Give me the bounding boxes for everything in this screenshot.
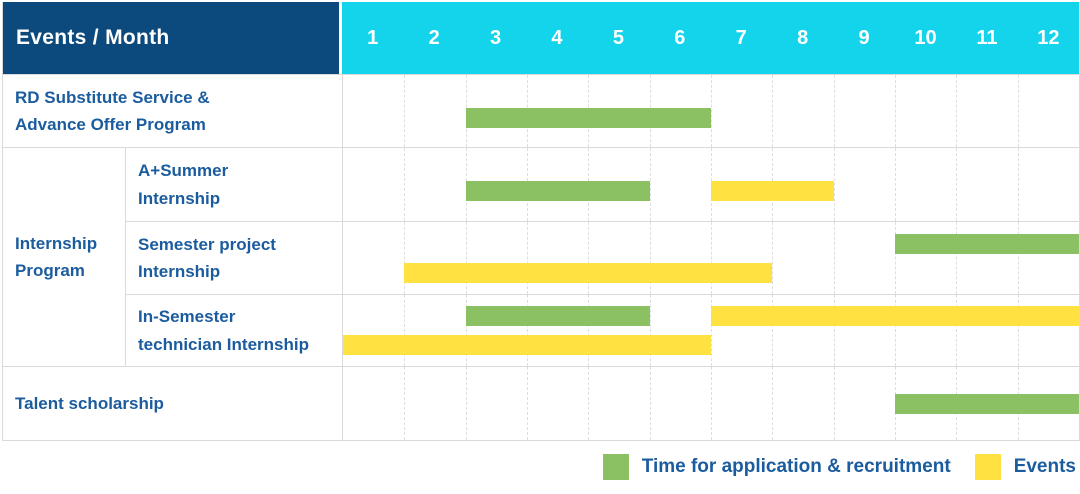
month-gridline (465, 222, 467, 294)
month-gridline (649, 148, 651, 221)
month-gridline (649, 367, 651, 440)
month-gridline (895, 75, 896, 147)
month-gridline (895, 148, 896, 221)
month-gridline (895, 295, 896, 366)
month-gridline (1017, 75, 1019, 147)
row-label-talent-scholarship: Talent scholarship (3, 366, 342, 440)
group-label-internship-program: Internship Program (3, 147, 125, 366)
month-gridline (772, 75, 774, 147)
month-gridline (711, 222, 712, 294)
month-gridline (404, 367, 406, 440)
month-gridline (465, 295, 467, 366)
row-label-semester-project: Semester project Internship (125, 221, 342, 294)
month-gridline (711, 295, 712, 366)
month-gridline (649, 222, 651, 294)
month-gridline (527, 367, 528, 440)
chart-row-talent-scholarship (342, 366, 1079, 440)
chart-row-a-summer (342, 147, 1079, 221)
month-gridline (956, 295, 958, 366)
month-gridline (527, 295, 528, 366)
legend-item-events: Events (974, 454, 1076, 480)
month-gridline (1017, 295, 1019, 366)
month-gridline (956, 222, 958, 294)
application-bar (465, 107, 711, 128)
month-label: 6 (674, 26, 686, 49)
month-gridline (895, 222, 896, 294)
events-month-header: Events / Month (3, 2, 342, 74)
month-label: 1 (367, 26, 379, 49)
month-label: 10 (914, 26, 937, 49)
month-gridline (833, 367, 835, 440)
month-gridline (588, 367, 590, 440)
event-bar (711, 306, 1079, 326)
month-gridline (833, 148, 835, 221)
application-bar (895, 393, 1079, 414)
month-gridline (404, 75, 406, 147)
month-gridline (956, 148, 958, 221)
month-gridline (465, 367, 467, 440)
month-label: 7 (735, 26, 747, 49)
gantt-table: Events / Month 1 2 3 4 5 6 7 8 9 10 11 12 RD Substi… (2, 2, 1080, 441)
month-label: 12 (1037, 26, 1060, 49)
event-bar (711, 181, 834, 201)
chart-row-in-semester (342, 294, 1079, 366)
legend-label-application: Time for application & recruitment (641, 456, 951, 477)
month-gridline (833, 222, 835, 294)
legend-item-application: Time for application & recruitment (602, 454, 951, 480)
month-gridline (404, 148, 406, 221)
chart-row-semester-project (342, 221, 1079, 294)
month-label: 5 (612, 26, 624, 49)
month-label: 9 (858, 26, 870, 49)
row-label-in-semester: In-Semester technician Internship (125, 294, 342, 366)
row-label-a-summer: A+Summer Internship (125, 147, 342, 221)
month-gridline (649, 295, 651, 366)
month-label: 8 (797, 26, 809, 49)
month-label: 4 (551, 26, 563, 49)
application-bar (465, 306, 650, 326)
month-label: 2 (428, 26, 440, 49)
month-gridline (404, 222, 406, 294)
application-bar (465, 181, 650, 201)
legend-label-events: Events (1013, 456, 1076, 477)
chart-row-rd-substitute (342, 74, 1079, 147)
month-header: 1 2 3 4 5 6 7 8 9 10 11 12 (342, 2, 1079, 74)
month-gridline (711, 367, 712, 440)
month-gridline (772, 367, 774, 440)
legend: Time for application & recruitment Event… (0, 440, 1076, 494)
application-bar (895, 233, 1079, 254)
month-gridline (772, 222, 774, 294)
month-gridline (956, 75, 958, 147)
month-gridline (833, 75, 835, 147)
month-gridline (833, 295, 835, 366)
month-gridline (588, 295, 590, 366)
month-gridline (1017, 148, 1019, 221)
month-label: 11 (976, 26, 998, 49)
application-swatch (602, 454, 629, 480)
month-gridline (1017, 222, 1019, 294)
event-bar (404, 262, 773, 283)
month-gridline (711, 75, 712, 147)
events-swatch (974, 454, 1001, 480)
month-gridline (404, 295, 406, 366)
row-label-rd-substitute: RD Substitute Service & Advance Offer Pr… (3, 74, 342, 147)
month-label: 3 (489, 26, 502, 49)
month-gridline (772, 295, 774, 366)
month-gridline (527, 222, 528, 294)
month-gridline (588, 222, 590, 294)
event-bar (343, 335, 711, 355)
